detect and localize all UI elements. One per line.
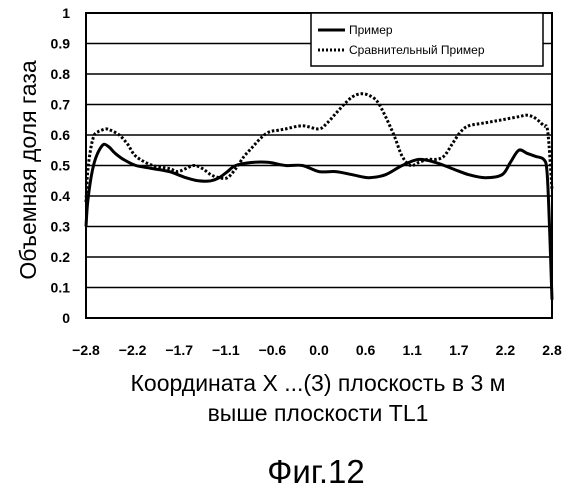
x-tick-label: 1.1 [402, 342, 422, 358]
x-tick-label: 0.6 [356, 342, 376, 358]
legend-label-0: Пример [349, 23, 393, 37]
x-axis-title-line-1: Координата X ...(3) плоскость в 3 м [131, 370, 506, 396]
y-tick-label: 0.7 [51, 97, 71, 113]
y-tick-label: 0.4 [51, 188, 71, 204]
x-tick-label: −1.1 [212, 342, 240, 358]
y-tick-labels: 0 0.1 0.2 0.3 0.4 0.5 0.6 0.7 0.8 0.9 1 [51, 5, 71, 326]
x-tick-label: 1.7 [449, 342, 469, 358]
x-axis-title-line-2: выше плоскости TL1 [208, 400, 429, 426]
y-tick-label: 0 [62, 310, 70, 326]
x-tick-label: −2.8 [72, 342, 100, 358]
y-tick-label: 0.1 [51, 280, 71, 296]
y-tick-label: 0.9 [51, 36, 71, 52]
legend: Пример Сравнительный Пример [311, 13, 543, 66]
figure-label: Фиг.12 [267, 453, 364, 490]
x-tick-label: 2.8 [542, 342, 562, 358]
y-axis-title: Объемная доля газа [15, 60, 41, 280]
x-tick-label: −2.2 [119, 342, 147, 358]
y-tick-label: 0.2 [51, 249, 71, 265]
y-tick-label: 1 [62, 5, 70, 21]
x-tick-label: −1.7 [165, 342, 193, 358]
series-line-1 [86, 94, 552, 202]
x-tick-labels: −2.8 −2.2 −1.7 −1.1 −0.6 0.0 0.6 1.1 1.7 2.2 2.8 [72, 342, 562, 358]
x-tick-label: 0.0 [309, 342, 329, 358]
x-tick-label: 2.2 [496, 342, 516, 358]
y-tick-label: 0.6 [51, 127, 71, 143]
legend-label-1: Сравнительный Пример [349, 43, 485, 57]
y-tick-label: 0.8 [51, 66, 71, 82]
x-tick-label: −0.6 [259, 342, 287, 358]
y-tick-label: 0.3 [51, 219, 71, 235]
y-tick-label: 0.5 [51, 158, 71, 174]
legend-box [311, 13, 543, 66]
